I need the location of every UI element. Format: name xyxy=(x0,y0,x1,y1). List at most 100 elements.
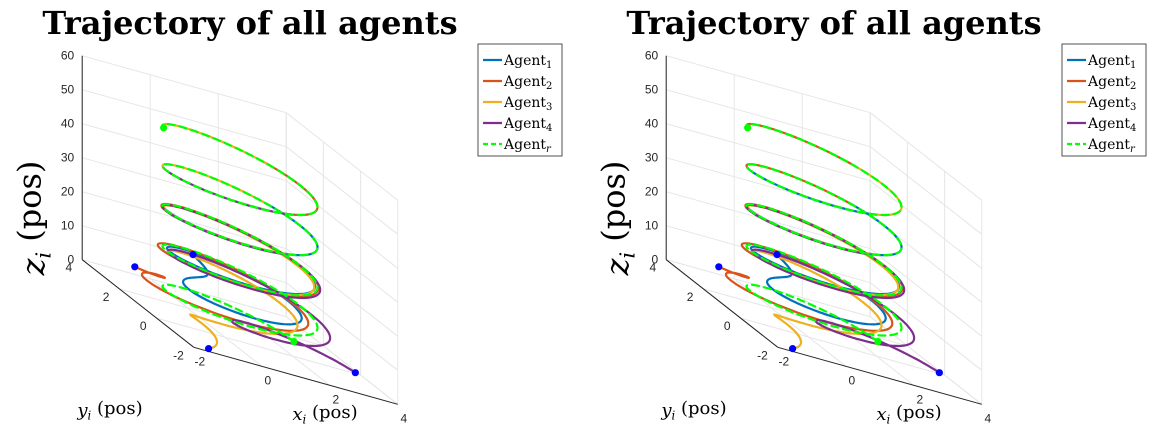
y-tick-label: 0 xyxy=(140,319,147,333)
floor-gridline xyxy=(119,288,324,347)
floor-gridline xyxy=(740,317,945,376)
reference-start-marker xyxy=(290,337,298,346)
y-axis-line xyxy=(81,259,195,348)
legend-entry: Agent3 xyxy=(503,95,552,113)
z-tick-label: 60 xyxy=(61,49,75,63)
trajectory-chart-right: Trajectory of all agents -2 0 2 4 -2 0 2 40 10 20 3… xyxy=(595,4,1147,427)
backwall-gridline xyxy=(666,55,871,114)
y-tick-label: -2 xyxy=(757,348,768,362)
start-marker xyxy=(205,345,213,353)
legend-entry: Agentr xyxy=(503,137,552,155)
sidewall-gridline xyxy=(869,248,983,337)
z-tick-label: 0 xyxy=(68,253,75,267)
backwall-gridline xyxy=(82,55,287,114)
floor-gridline xyxy=(156,317,361,376)
trajectory-chart-left: Trajectory of all agents-2024-2024010203… xyxy=(11,4,563,427)
z-tick-label: 60 xyxy=(645,49,659,63)
floor-gridline xyxy=(703,288,908,347)
trajectories xyxy=(133,122,357,374)
z-tick-label: 40 xyxy=(645,117,659,131)
x-tick-label: 2 xyxy=(916,392,923,406)
x-tick-label: 4 xyxy=(400,411,407,425)
y-tick-label: 4 xyxy=(66,261,73,275)
sidewall-gridline xyxy=(285,248,399,337)
z-tick-label: 50 xyxy=(645,83,659,97)
x-tick-label: 0 xyxy=(264,373,271,387)
legend-box xyxy=(1061,43,1147,157)
sidewall-gridline xyxy=(285,112,399,201)
sidewall-gridline xyxy=(285,316,399,405)
x-axis-label: xi (pos) xyxy=(292,402,357,426)
y-tick-label: 2 xyxy=(687,290,694,304)
legend-box xyxy=(477,43,563,157)
x-axis-line xyxy=(777,346,982,405)
z-tick-label: 10 xyxy=(645,219,659,233)
z-tick-label: 50 xyxy=(61,83,75,97)
x-axis-label: xi (pos) xyxy=(876,402,941,426)
legend-entry: Agentr xyxy=(1087,137,1136,155)
backwall-gridline xyxy=(666,89,871,148)
x-tick-label: 0 xyxy=(848,373,855,387)
trajectory-band xyxy=(161,122,269,165)
legend-entry: Agent2 xyxy=(503,74,552,92)
reference-end-marker xyxy=(160,124,168,132)
z-tick-label: 30 xyxy=(61,151,75,165)
chart-panel-right: Trajectory of all agents -2 0 2 4 -2 0 2 4 0 10 20 3… xyxy=(584,0,1167,429)
legend-entry: Agent3 xyxy=(1087,95,1136,113)
z-tick-label: 20 xyxy=(645,185,659,199)
z-tick-label: 30 xyxy=(645,151,659,165)
trajectories xyxy=(717,122,941,374)
chart-title: Trajectory of all agents xyxy=(42,4,457,42)
start-marker xyxy=(789,345,797,353)
backwall-gridline xyxy=(82,157,287,216)
backwall-gridline xyxy=(666,123,871,182)
start-marker xyxy=(715,263,723,271)
sidewall-gridline xyxy=(869,316,983,405)
y-axis-label: yi (pos) xyxy=(660,398,726,422)
legend-entry: Agent4 xyxy=(503,116,552,134)
x-tick-label: 4 xyxy=(984,411,991,425)
backwall-gridline xyxy=(82,123,287,182)
backwall-gridline xyxy=(666,157,871,216)
z-tick-label: 0 xyxy=(652,253,659,267)
legend: Agent1 Agent2 Agent3 Agent4 Agentr xyxy=(477,43,563,157)
x-tick-label: -2 xyxy=(194,354,205,368)
reference-end-marker xyxy=(744,124,752,132)
z-axis-label: zi (pos) xyxy=(595,161,640,277)
z-tick-label: 10 xyxy=(61,219,75,233)
sidewall-gridline xyxy=(285,146,399,235)
sidewall-gridline xyxy=(869,180,983,269)
y-tick-label: -2 xyxy=(173,348,184,362)
y-tick-label: 2 xyxy=(103,290,110,304)
start-marker xyxy=(131,263,139,271)
legend-entry: Agent2 xyxy=(1087,74,1136,92)
start-marker xyxy=(773,251,781,259)
z-tick-label: 20 xyxy=(61,185,75,199)
y-axis-line xyxy=(665,259,779,348)
start-marker xyxy=(189,251,197,259)
legend: Agent1 Agent2 Agent3 Agent4 Agentr xyxy=(1061,43,1147,157)
axes xyxy=(81,55,398,405)
legend-entry: Agent4 xyxy=(1087,116,1136,134)
reference-start-marker xyxy=(874,337,882,346)
start-marker xyxy=(935,369,943,377)
x-tick-label: 2 xyxy=(332,392,339,406)
trajectory-reference xyxy=(745,122,903,343)
legend-entry: Agent1 xyxy=(1087,53,1136,71)
legend-entry: Agent1 xyxy=(503,53,552,71)
chart-title: Trajectory of all agents xyxy=(626,4,1041,42)
sidewall-gridline xyxy=(285,180,399,269)
sidewall-gridline xyxy=(869,146,983,235)
z-tick-label: 40 xyxy=(61,117,75,131)
sidewall-gridline xyxy=(869,112,983,201)
trajectory-band xyxy=(745,122,853,165)
trajectory-reference xyxy=(161,122,319,343)
z-axis-label: zi (pos) xyxy=(11,161,56,277)
start-marker xyxy=(351,369,359,377)
y-tick-label: 0 xyxy=(724,319,731,333)
x-tick-label: -2 xyxy=(778,354,789,368)
chart-panel-left: Trajectory of all agents -2 0 2 4 -2 0 2 4 0 10 20 3… xyxy=(0,0,583,429)
x-axis-line xyxy=(193,346,398,405)
backwall-gridline xyxy=(82,89,287,148)
y-axis-label: yi (pos) xyxy=(76,398,142,422)
